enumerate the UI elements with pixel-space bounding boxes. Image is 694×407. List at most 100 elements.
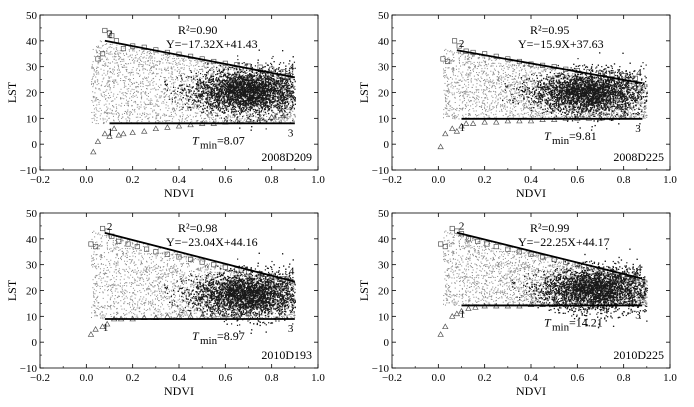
regression-equation: Y=−17.32X+41.43 — [166, 37, 258, 51]
max-point — [475, 238, 481, 244]
max-point — [484, 241, 490, 247]
x-tick-label: 0.0 — [431, 372, 445, 384]
y-tick-label: 0 — [384, 337, 390, 349]
max-point — [621, 73, 627, 79]
dry-edge-line — [104, 231, 296, 283]
y-tick-label: 0 — [32, 337, 38, 349]
y-axis-label: LST — [357, 81, 371, 103]
y-tick-label: 50 — [378, 208, 390, 220]
min-point — [280, 112, 287, 119]
tmin-value: =8.97 — [217, 329, 245, 343]
scatter-cloud — [164, 49, 296, 131]
y-tick-label: 40 — [378, 234, 390, 246]
max-point — [211, 262, 217, 268]
x-tick-label: −0.2 — [30, 372, 50, 384]
regression-equation: Y=−23.04X+44.16 — [166, 235, 258, 249]
min-point — [493, 118, 500, 125]
min-point — [453, 127, 461, 134]
max-point — [99, 225, 106, 232]
min-point — [245, 310, 252, 317]
min-point — [101, 130, 109, 137]
x-tick-label: 1.0 — [663, 372, 677, 384]
max-point — [95, 56, 101, 62]
x-tick-label: 0.0 — [79, 372, 93, 384]
max-point — [280, 69, 286, 75]
vertex-label-4: 4 — [289, 266, 295, 278]
min-point — [103, 320, 111, 327]
scatter-cloud — [164, 252, 296, 334]
regression-equation: Y=−22.25X+44.17 — [518, 235, 610, 249]
min-point — [442, 323, 449, 330]
dry-edge-line — [456, 49, 643, 84]
y-tick-label: −10 — [20, 363, 38, 375]
dry-edge-line — [456, 231, 643, 280]
vertex-label-3: 3 — [635, 309, 641, 321]
min-point — [550, 301, 558, 308]
max-point — [456, 43, 462, 49]
max-point — [465, 236, 472, 242]
min-point — [87, 331, 95, 337]
x-tick-label: 0.0 — [431, 174, 445, 186]
min-point — [481, 118, 488, 125]
min-point — [94, 138, 102, 144]
tmin-value: =14.21 — [569, 315, 603, 329]
vertex-label-3: 3 — [288, 127, 294, 139]
min-point — [106, 133, 113, 139]
min-point — [222, 311, 229, 318]
y-tick-label: 20 — [378, 286, 390, 298]
panel-label: 2010D193 — [261, 348, 312, 362]
max-point — [116, 238, 122, 244]
x-tick-label: 0.2 — [126, 174, 140, 186]
max-point — [269, 66, 275, 72]
r2-annotation: R²=0.90 — [178, 23, 217, 37]
min-point — [175, 122, 183, 129]
x-axis-label: NDVI — [164, 186, 194, 200]
min-point — [90, 148, 97, 155]
tmin-subscript: min — [200, 139, 218, 151]
tmin-subscript: min — [200, 335, 218, 347]
x-axis-label: NDVI — [516, 186, 546, 200]
min-point — [562, 301, 569, 308]
tmin-value: =8.07 — [217, 133, 245, 147]
y-tick-label: 30 — [26, 62, 38, 74]
x-tick-label: 0.2 — [126, 372, 140, 384]
vertex-label-4: 4 — [289, 61, 295, 73]
min-point — [462, 120, 470, 126]
max-point — [528, 251, 534, 257]
y-tick-label: 0 — [32, 139, 38, 151]
plot-area — [87, 225, 296, 337]
y-tick-label: 50 — [26, 208, 38, 220]
min-point — [458, 307, 465, 314]
max-point — [99, 51, 106, 57]
max-point — [222, 264, 228, 270]
max-point — [125, 241, 131, 247]
y-tick-label: 10 — [26, 311, 38, 323]
min-point — [453, 310, 461, 317]
max-point — [438, 241, 444, 247]
min-markers — [90, 112, 287, 155]
max-point — [176, 254, 182, 260]
dry-edge-line — [104, 39, 296, 79]
x-tick-label: 0.4 — [172, 174, 186, 186]
max-point — [440, 56, 446, 62]
y-tick-label: 10 — [378, 113, 390, 125]
min-point — [437, 331, 444, 337]
scatter-cloud — [502, 52, 648, 131]
y-tick-label: −10 — [372, 165, 390, 177]
min-point — [527, 117, 535, 124]
y-axis-label: LST — [5, 279, 19, 301]
y-tick-label: 30 — [378, 260, 390, 272]
y-axis-label: LST — [5, 81, 19, 103]
max-point — [505, 246, 511, 252]
max-point — [199, 259, 205, 265]
max-point — [442, 244, 448, 250]
max-point — [257, 64, 263, 70]
x-tick-label: 1.0 — [311, 372, 325, 384]
min-point — [472, 303, 479, 310]
x-tick-label: −0.2 — [382, 372, 402, 384]
min-point — [469, 120, 477, 126]
vertex-label-3: 3 — [635, 123, 641, 135]
panel-label: 2008D209 — [261, 150, 312, 164]
min-point — [539, 301, 546, 308]
max-point — [109, 33, 115, 39]
